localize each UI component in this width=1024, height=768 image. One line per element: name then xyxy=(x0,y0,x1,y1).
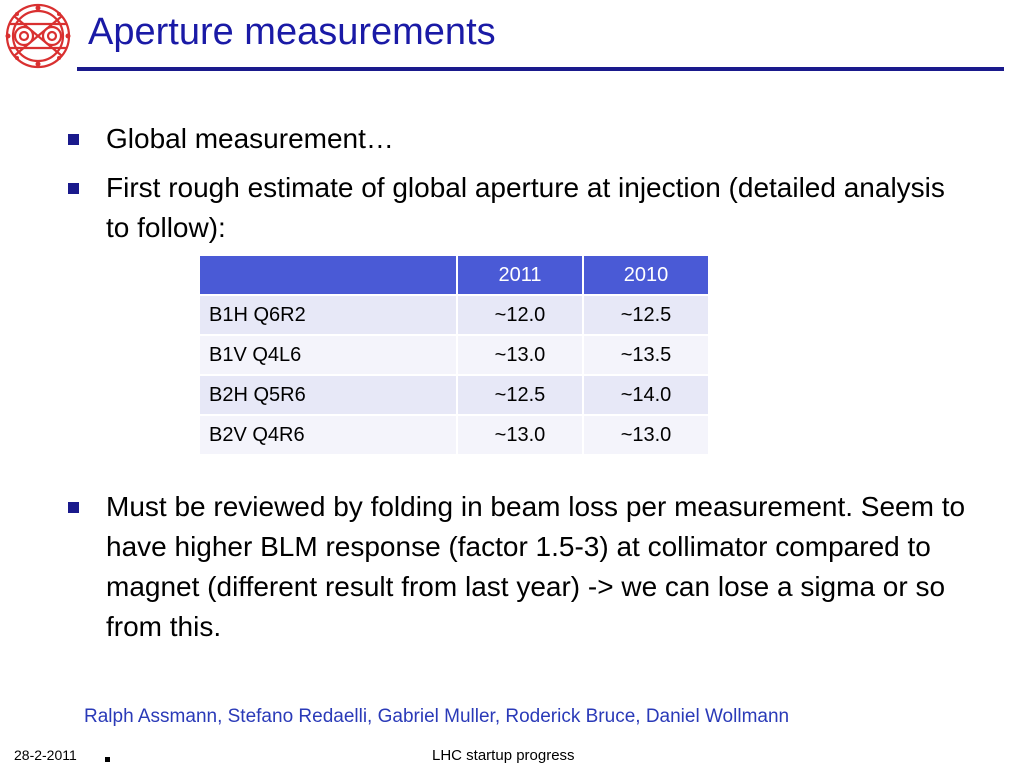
table-row: B1V Q4L6 ~13.0 ~13.5 xyxy=(198,334,711,376)
table-row: B2V Q4R6 ~13.0 ~13.0 xyxy=(198,414,711,456)
aperture-table: 2011 2010 B1H Q6R2 ~12.0 ~12.5 B1V Q4L6 … xyxy=(198,254,711,456)
bullet-item: Must be reviewed by folding in beam loss… xyxy=(68,487,968,687)
bullet-item: First rough estimate of global aperture … xyxy=(68,168,968,248)
bullet-text: Must be reviewed by folding in beam loss… xyxy=(106,491,966,642)
table-cell: ~13.0 xyxy=(581,414,711,456)
footer-title: LHC startup progress xyxy=(432,747,575,764)
table-header-cell: 2010 xyxy=(581,254,711,296)
table-cell: B1H Q6R2 xyxy=(198,294,458,336)
square-bullet-icon xyxy=(68,502,79,513)
lhc-logo-icon xyxy=(5,3,71,69)
square-bullet-icon xyxy=(68,183,79,194)
table-row: B2H Q5R6 ~12.5 ~14.0 xyxy=(198,374,711,416)
table-row: B1H Q6R2 ~12.0 ~12.5 xyxy=(198,294,711,336)
table-header-row: 2011 2010 xyxy=(198,254,711,296)
footer-dot xyxy=(105,757,110,762)
table-header-cell: 2011 xyxy=(455,254,584,296)
table-cell: B1V Q4L6 xyxy=(198,334,458,376)
table-cell: ~14.0 xyxy=(581,374,711,416)
table-cell: ~13.0 xyxy=(455,334,584,376)
table-cell: B2V Q4R6 xyxy=(198,414,458,456)
bullet-item: Global measurement… xyxy=(68,119,968,159)
table-cell: ~12.0 xyxy=(455,294,584,336)
table-cell: ~13.5 xyxy=(581,334,711,376)
table-cell: ~12.5 xyxy=(455,374,584,416)
table-cell: ~12.5 xyxy=(581,294,711,336)
bullet-text: First rough estimate of global aperture … xyxy=(106,172,945,243)
authors-line: Ralph Assmann, Stefano Redaelli, Gabriel… xyxy=(84,706,790,727)
table-cell: B2H Q5R6 xyxy=(198,374,458,416)
slide-title: Aperture measurements xyxy=(88,11,496,53)
footer-date: 28-2-2011 xyxy=(14,747,77,763)
table-cell: ~13.0 xyxy=(455,414,584,456)
square-bullet-icon xyxy=(68,134,79,145)
table-header-cell xyxy=(198,254,458,296)
bullet-text: Global measurement… xyxy=(106,123,394,154)
title-rule xyxy=(77,67,1004,71)
